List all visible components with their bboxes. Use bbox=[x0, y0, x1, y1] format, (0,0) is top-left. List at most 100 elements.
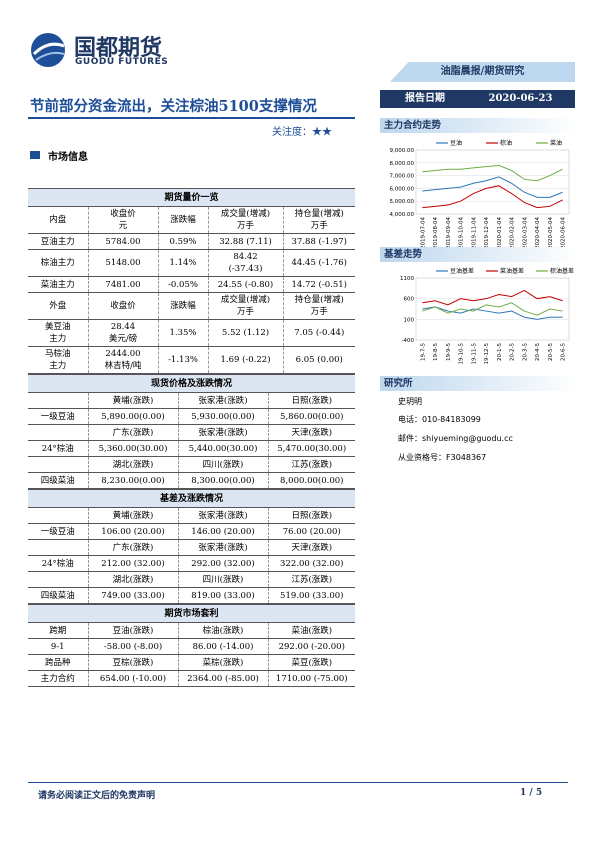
x-tick-label: 2020-03-04 bbox=[522, 217, 528, 248]
table-cell: 收盘价 bbox=[87, 292, 159, 320]
table-cell bbox=[28, 571, 89, 588]
doc-title: 节前部分资金流出，关注棕油5100支撑情况 bbox=[30, 98, 317, 115]
x-tick-label: 20-1-5 bbox=[497, 343, 503, 361]
table-cell: 5148.00 bbox=[87, 249, 159, 277]
table-cell: 黄埔(涨跌) bbox=[87, 392, 179, 409]
table-cell: 菜豆(涨跌) bbox=[267, 654, 356, 671]
table-row: 一级豆油 5,890.00(0.00) 5,930.00(0.00) 5,860.00… bbox=[28, 408, 356, 425]
chart: 1100 600 100 -400 19-7-5 19-8-5 19-9-5 19-10-5 1… bbox=[400, 267, 574, 365]
x-tick-label: 2019-11-04 bbox=[471, 217, 477, 248]
section-icon bbox=[30, 151, 40, 159]
legend-label: 菜油基差 bbox=[500, 267, 524, 275]
table-cell: 84.42 (-37.43) bbox=[207, 249, 284, 277]
x-tick-label: 19-10-5 bbox=[459, 343, 465, 365]
y-tick-label: 9,000.00 bbox=[390, 148, 415, 154]
table-row: 黄埔(涨跌) 张家港(涨跌) 日照(涨跌) bbox=[28, 392, 356, 409]
table-cell: 32.88 (7.11) bbox=[207, 233, 284, 250]
table-cell: 6.05 (0.00) bbox=[282, 346, 355, 374]
table-cell bbox=[28, 456, 89, 473]
table-cell: 豆油主力 bbox=[28, 233, 89, 250]
table-cell: 主力合约 bbox=[28, 670, 89, 687]
date-bar: 报告日期 2020-06-23 bbox=[380, 90, 575, 108]
table: 期货量价一览 内盘 收盘价 元涨跌幅 成交量(增减) 万手 持仓量(增减) 万手 豆油主力… bbox=[28, 188, 355, 374]
license: 从业资格号：F3048367 bbox=[398, 453, 487, 462]
page-number: 1 / 5 bbox=[520, 788, 543, 798]
table-cell: 5.52 (1.12) bbox=[207, 319, 284, 347]
line bbox=[422, 176, 563, 198]
y-tick-label: 1100 bbox=[400, 276, 414, 282]
table-cell: 持仓量(增减) 万手 bbox=[282, 206, 355, 234]
table-title: 期货市场套利 bbox=[28, 604, 356, 623]
table-cell: 5,360.00(30.00) bbox=[87, 440, 179, 457]
table-cell: 1710.00 (-75.00) bbox=[267, 670, 356, 687]
table: 期货市场套利 跨期 豆油(涨跌) 棕油(涨跌) 菜油(涨跌) 9-1 -58.00 (-8.… bbox=[28, 604, 356, 687]
y-tick-label: 6,000.00 bbox=[390, 186, 415, 192]
table-cell: 1.14% bbox=[157, 249, 209, 277]
table-cell: 江苏(涨跌) bbox=[267, 456, 356, 473]
table-cell: 654.00 (-10.00) bbox=[87, 670, 179, 687]
table-row: 24°棕油 212.00 (32.00) 292.00 (32.00) 322.00 … bbox=[28, 555, 356, 572]
table-cell: 749.00 (33.00) bbox=[87, 587, 179, 604]
date: 2020-06-23 bbox=[488, 93, 553, 104]
table-cell: 1.35% bbox=[157, 319, 209, 347]
legend-label: 豆油基差 bbox=[450, 267, 474, 275]
table-title: 期货量价一览 bbox=[28, 188, 355, 207]
table-cell: 菜油(涨跌) bbox=[267, 622, 356, 639]
table-cell: 成交量(增减) 万手 bbox=[207, 206, 284, 234]
table-cell: 7.05 (-0.44) bbox=[282, 319, 355, 347]
table-cell: 四级菜油 bbox=[28, 472, 89, 489]
table-cell: 86.00 (-14.00) bbox=[177, 638, 269, 655]
table-cell: 5,440.00(30.00) bbox=[177, 440, 269, 457]
table-row: 广东(涨跌) 张家港(涨跌) 天津(涨跌) bbox=[28, 424, 356, 441]
author: 史玥明 bbox=[398, 397, 422, 406]
table-title-row: 基差及涨跌情况 bbox=[28, 489, 356, 508]
table-cell: 天津(涨跌) bbox=[267, 539, 356, 556]
y-tick-label: 100 bbox=[404, 317, 415, 323]
x-tick-label: 2019-08-04 bbox=[433, 217, 439, 248]
y-tick-label: 8,000.00 bbox=[390, 161, 415, 167]
table-cell: 张家港(涨跌) bbox=[177, 507, 269, 524]
table-row: 一级豆油 106.00 (20.00) 146.00 (20.00) 76.00 (2… bbox=[28, 523, 356, 540]
table-row: 外盘 收盘价 涨跌幅 成交量(增减) 万手 持仓量(增减) 万手 bbox=[28, 292, 355, 320]
table-cell: 2364.00 (-85.00) bbox=[177, 670, 269, 687]
table-cell: 黄埔(涨跌) bbox=[87, 507, 179, 524]
x-tick-label: 19-8-5 bbox=[433, 343, 439, 361]
table-cell: 292.00 (-20.00) bbox=[267, 638, 356, 655]
table-cell: 8,230.00(0.00) bbox=[87, 472, 179, 489]
table-row: 湖北(涨跌) 四川(涨跌) 江苏(涨跌) bbox=[28, 456, 356, 473]
table-cell: 张家港(涨跌) bbox=[177, 392, 269, 409]
table-cell: 2444.00 林吉特/吨 bbox=[87, 346, 159, 374]
table-row: 跨品种 豆棕(涨跌) 菜棕(涨跌) 菜豆(涨跌) bbox=[28, 654, 356, 671]
section-title: 市场信息 bbox=[48, 152, 88, 163]
table-cell bbox=[28, 392, 89, 409]
table-cell: 美豆油 主力 bbox=[28, 319, 89, 347]
table-cell: 8,000.00(0.00) bbox=[267, 472, 356, 489]
table: 现货价格及涨跌情况 黄埔(涨跌) 张家港(涨跌) 日照(涨跌) 一级豆油 5,890.00… bbox=[28, 374, 356, 489]
table-cell: 跨期 bbox=[28, 622, 89, 639]
table-cell: 涨跌幅 bbox=[157, 206, 209, 234]
table-row: 内盘 收盘价 元涨跌幅 成交量(增减) 万手 持仓量(增减) 万手 bbox=[28, 206, 355, 234]
x-tick-label: 2020-04-04 bbox=[535, 217, 541, 248]
table-cell: 819.00 (33.00) bbox=[177, 587, 269, 604]
table-cell: 519.00 (33.00) bbox=[267, 587, 356, 604]
table-cell: 5,470.00(30.00) bbox=[267, 440, 356, 457]
table-cell: 5,930.00(0.00) bbox=[177, 408, 269, 425]
disclaimer: 请务必阅读正文后的免责声明 bbox=[38, 791, 156, 801]
table-row: 豆油主力 5784.00 0.59% 32.88 (7.11) 37.88 (-1.97… bbox=[28, 233, 355, 250]
table-cell: 37.88 (-1.97) bbox=[282, 233, 355, 250]
table-cell: 豆棕(涨跌) bbox=[87, 654, 179, 671]
table-cell: 四级菜油 bbox=[28, 587, 89, 604]
table-cell: 0.59% bbox=[157, 233, 209, 250]
x-tick-label: 2019-10-04 bbox=[459, 217, 465, 248]
footer-rule bbox=[28, 782, 568, 783]
table-cell: 9-1 bbox=[28, 638, 89, 655]
table-cell: 广东(涨跌) bbox=[87, 539, 179, 556]
table-row: 24°棕油 5,360.00(30.00) 5,440.00(30.00) 5,470… bbox=[28, 440, 356, 457]
table-cell: 跨品种 bbox=[28, 654, 89, 671]
table-cell: 外盘 bbox=[28, 292, 89, 320]
table-row: 棕油主力 5148.00 1.14% 84.42 (-37.43) 44.45 (-1.… bbox=[28, 249, 355, 277]
x-tick-label: 20-3-5 bbox=[522, 343, 528, 361]
tables: 期货量价一览 内盘 收盘价 元涨跌幅 成交量(增减) 万手 持仓量(增减) 万手 豆油主力… bbox=[28, 188, 356, 687]
table-cell: -1.13% bbox=[157, 346, 209, 374]
